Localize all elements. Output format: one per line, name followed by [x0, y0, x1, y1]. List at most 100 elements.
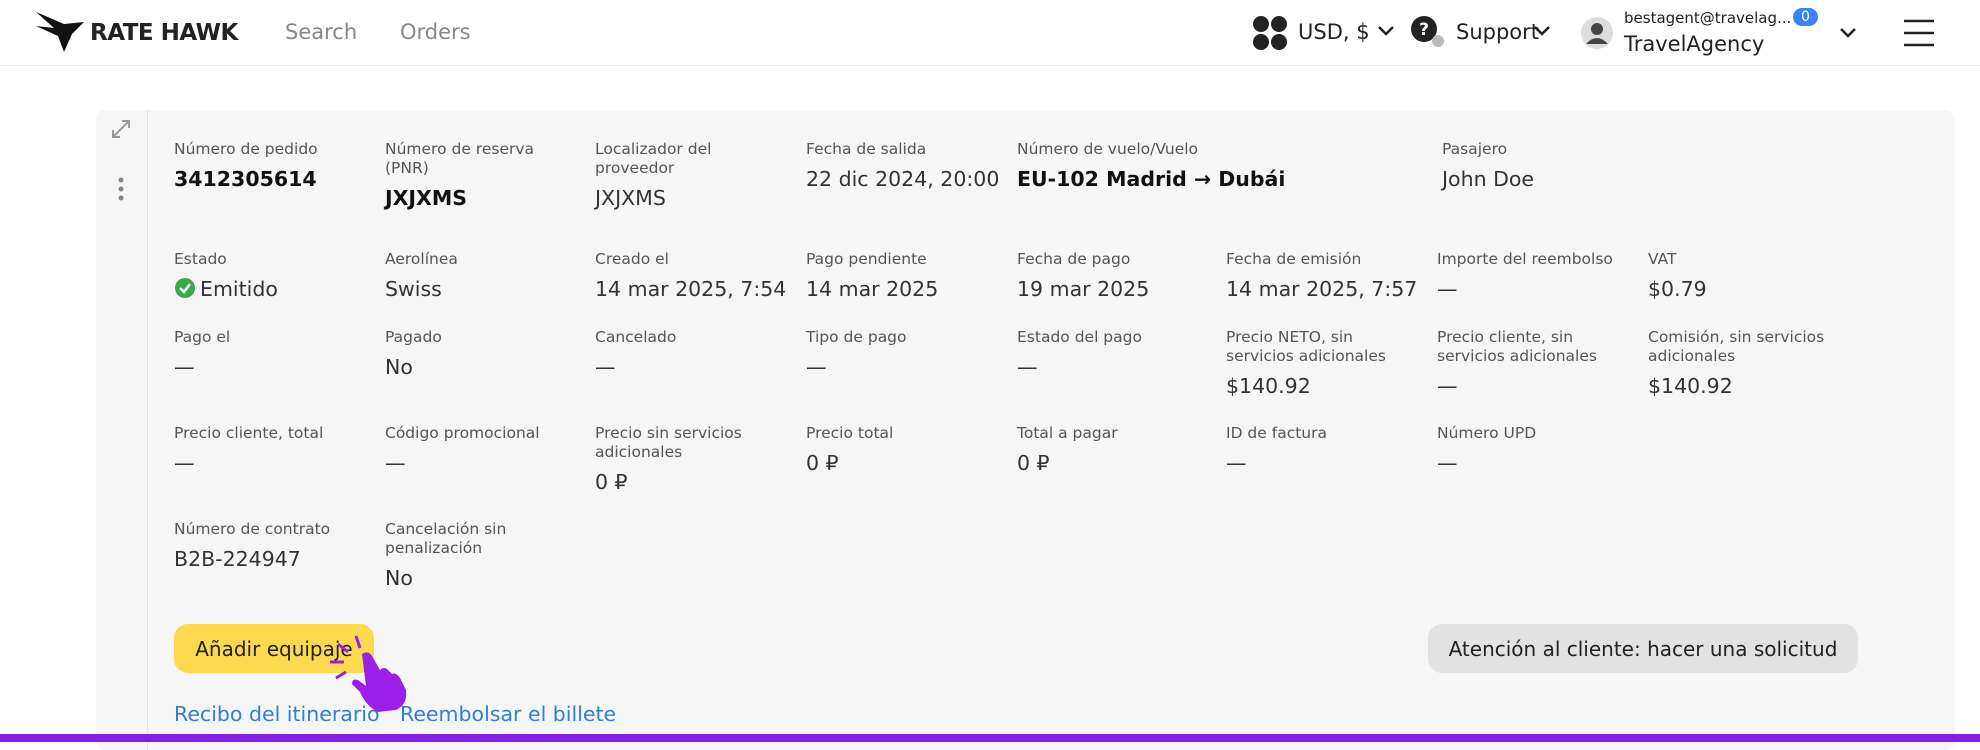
field-value-text: 0 ₽: [1017, 451, 1050, 475]
field: Comisión, sin servicios adicionales $140.…: [1648, 328, 1844, 399]
field: Aerolínea Swiss: [385, 250, 581, 302]
field-label: Pasajero: [1442, 140, 1508, 158]
field-value: $0.79: [1648, 276, 1844, 302]
field-label: Código promocional: [385, 424, 540, 442]
field-value-text: 14 mar 2025, 7:57: [1226, 277, 1418, 301]
field-value: $140.92: [1648, 373, 1844, 399]
field-value: —: [1226, 450, 1422, 476]
field-value-text: —: [1437, 277, 1458, 301]
field-value: 0 ₽: [806, 450, 1002, 476]
field: Precio total 0 ₽: [806, 424, 1002, 476]
field-label: Número de contrato: [174, 520, 331, 538]
field: Cancelación sin penalización No: [385, 520, 581, 591]
itinerary-link[interactable]: Recibo del itinerario: [174, 702, 380, 726]
svg-text:?: ?: [1419, 20, 1429, 40]
field-label: Precio total: [806, 424, 894, 442]
account-email: bestagent@travelag...: [1624, 9, 1792, 27]
field: Total a pagar 0 ₽: [1017, 424, 1213, 476]
field-value-text: —: [806, 355, 827, 379]
field-label: Precio cliente, total: [174, 424, 324, 442]
points-badge: 0: [1793, 8, 1818, 26]
field-value: Swiss: [385, 276, 581, 302]
field-label: Número de vuelo/Vuelo: [1017, 140, 1199, 158]
nav-orders[interactable]: Orders: [400, 20, 471, 44]
field-value-text: $0.79: [1648, 277, 1707, 301]
field-label: Comisión, sin servicios adicionales: [1648, 328, 1825, 365]
field-label: ID de factura: [1226, 424, 1327, 442]
logo-text: RATE HAWK: [90, 20, 238, 46]
field: Número UPD —: [1437, 424, 1633, 476]
field-value: 3412305614: [174, 166, 370, 192]
field: Pago el —: [174, 328, 370, 380]
field-value-text: 19 mar 2025: [1017, 277, 1150, 301]
field-label: Pagado: [385, 328, 442, 346]
field-value-text: B2B-224947: [174, 547, 301, 571]
nav-search[interactable]: Search: [285, 20, 358, 44]
more-icon[interactable]: [116, 176, 126, 202]
refund-link[interactable]: Reembolsar el billete: [400, 702, 617, 726]
currency[interactable]: USD, $: [1298, 20, 1370, 44]
field: Fecha de emisión 14 mar 2025, 7:57: [1226, 250, 1422, 302]
field-value-text: JXJXMS: [595, 186, 666, 210]
field-value: —: [1017, 354, 1213, 380]
field-value-text: $140.92: [1226, 374, 1311, 398]
field: Precio sin servicios adicionales 0 ₽: [595, 424, 791, 495]
field: Pagado No: [385, 328, 581, 380]
field-value: —: [1437, 373, 1633, 399]
field: Importe del reembolso —: [1437, 250, 1633, 302]
field: Creado el 14 mar 2025, 7:54: [595, 250, 791, 302]
side-toolbar: [96, 110, 148, 750]
field: Código promocional —: [385, 424, 581, 476]
cursor-hand: [330, 635, 407, 712]
field-label: Cancelado: [595, 328, 677, 346]
support[interactable]: Support: [1456, 20, 1540, 44]
field-value: —: [1437, 450, 1633, 476]
field: Precio cliente, total —: [174, 424, 370, 476]
field-value-text: 14 mar 2025: [806, 277, 939, 301]
field-value-text: EU-102 Madrid → Dubái: [1017, 167, 1286, 191]
field: Tipo de pago —: [806, 328, 1002, 380]
field-value-text: 14 mar 2025, 7:54: [595, 277, 787, 301]
field-label: Pago el: [174, 328, 231, 346]
chevron: [1378, 26, 1394, 36]
field-value: $140.92: [1226, 373, 1422, 399]
avatar: [1581, 17, 1613, 49]
field-value: Emitido: [174, 276, 370, 302]
field: Fecha de salida 22 dic 2024, 20:00: [806, 140, 1002, 192]
support-request-button[interactable]: Atención al cliente: hacer una solicitud: [1428, 624, 1858, 673]
field-label: Cancelación sin penalización: [385, 520, 507, 557]
field-value-text: John Doe: [1442, 167, 1535, 191]
field-value: 0 ₽: [1017, 450, 1213, 476]
support-icon: ?: [1411, 16, 1444, 47]
menu-icon[interactable]: [1902, 18, 1936, 48]
field: Localizador del proveedor JXJXMS: [595, 140, 791, 211]
field-value-text: No: [385, 566, 413, 590]
field: Fecha de pago 19 mar 2025: [1017, 250, 1213, 302]
field-value: No: [385, 354, 581, 380]
field: Número de vuelo/Vuelo EU-102 Madrid → Dub…: [1017, 140, 1417, 192]
field-value-text: 0 ₽: [806, 451, 839, 475]
field: Número de reserva (PNR) JXJXMS: [385, 140, 581, 211]
field-value: JXJXMS: [385, 185, 581, 211]
field-value: —: [385, 450, 581, 476]
field-value-text: Emitido: [200, 277, 278, 301]
field-value: 0 ₽: [595, 469, 791, 495]
field-label: Número de reserva (PNR): [385, 140, 535, 177]
expand-icon[interactable]: [110, 118, 132, 140]
field-value-text: $140.92: [1648, 374, 1733, 398]
field-value: —: [595, 354, 791, 380]
field-value: 22 dic 2024, 20:00: [806, 166, 1002, 192]
chevron: [1534, 26, 1550, 36]
field-value: 14 mar 2025, 7:54: [595, 276, 791, 302]
field-label: Fecha de salida: [806, 140, 927, 158]
add-baggage-button[interactable]: Añadir equipaje: [174, 624, 374, 673]
field-label: Fecha de emisión: [1226, 250, 1362, 268]
field-value: —: [806, 354, 1002, 380]
field-value: —: [174, 450, 370, 476]
field-value: No: [385, 565, 581, 591]
field-value-text: Swiss: [385, 277, 442, 301]
field-value: —: [1437, 276, 1633, 302]
field-label: Número de pedido: [174, 140, 318, 158]
field: VAT $0.79: [1648, 250, 1844, 302]
field-value: John Doe: [1442, 166, 1638, 192]
